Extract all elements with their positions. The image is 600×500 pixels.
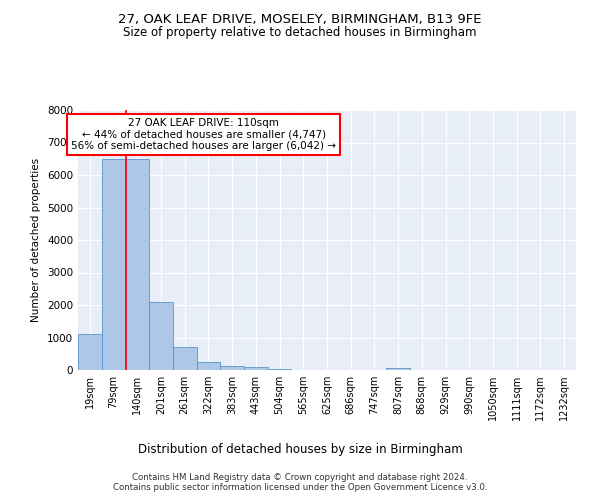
Y-axis label: Number of detached properties: Number of detached properties	[31, 158, 41, 322]
Text: Distribution of detached houses by size in Birmingham: Distribution of detached houses by size …	[137, 442, 463, 456]
Bar	[102, 159, 125, 370]
Bar	[149, 302, 173, 370]
Text: 27, OAK LEAF DRIVE, MOSELEY, BIRMINGHAM, B13 9FE: 27, OAK LEAF DRIVE, MOSELEY, BIRMINGHAM,…	[118, 12, 482, 26]
Text: Contains public sector information licensed under the Open Government Licence v3: Contains public sector information licen…	[113, 484, 487, 492]
Text: 27 OAK LEAF DRIVE: 110sqm
← 44% of detached houses are smaller (4,747)
56% of se: 27 OAK LEAF DRIVE: 110sqm ← 44% of detac…	[71, 118, 336, 152]
Bar	[220, 366, 244, 370]
Bar	[125, 159, 149, 370]
Bar	[268, 369, 292, 370]
Bar	[244, 367, 268, 370]
Bar	[173, 347, 197, 370]
Bar	[386, 368, 410, 370]
Bar	[197, 362, 220, 370]
Text: Size of property relative to detached houses in Birmingham: Size of property relative to detached ho…	[123, 26, 477, 39]
Bar	[78, 334, 102, 370]
Text: Contains HM Land Registry data © Crown copyright and database right 2024.: Contains HM Land Registry data © Crown c…	[132, 472, 468, 482]
